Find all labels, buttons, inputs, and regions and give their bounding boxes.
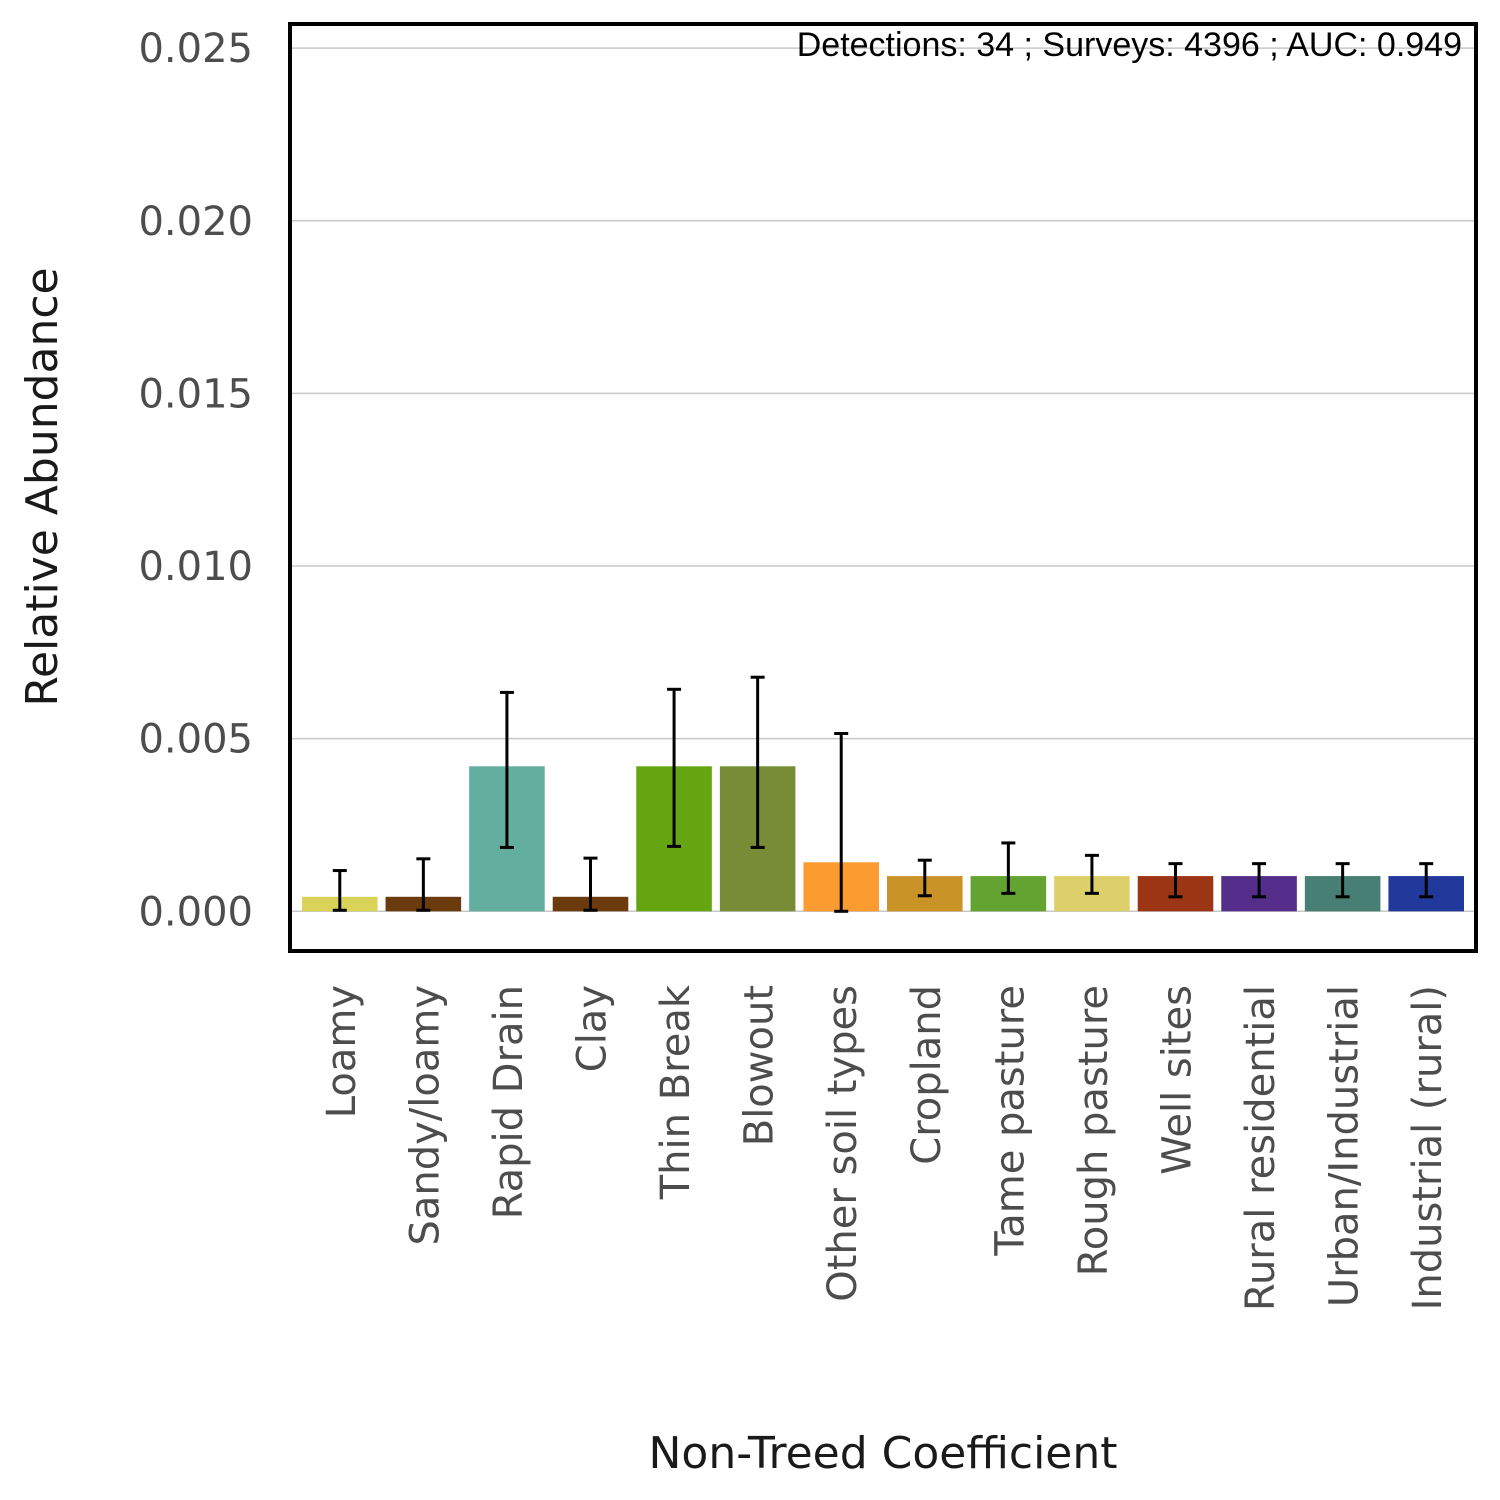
bars — [302, 766, 1464, 912]
y-tick-label: 0.015 — [138, 371, 253, 417]
error-bar-4 — [583, 856, 598, 912]
y-tick-label: 0.020 — [138, 199, 253, 245]
error-bar-5 — [667, 687, 682, 848]
y-tick-label: 0.005 — [138, 717, 253, 763]
error-bar-14 — [1419, 862, 1434, 899]
error-bar-8 — [917, 858, 932, 898]
x-axis-title: Non-Treed Coefficient — [648, 1428, 1117, 1479]
y-axis-ticks: 0.000 0.005 0.010 0.015 0.020 0.025 — [138, 26, 253, 935]
y-tick-label: 0.000 — [138, 889, 253, 935]
error-bar-7 — [834, 731, 849, 913]
error-bar-13 — [1335, 862, 1350, 899]
y-tick-label: 0.025 — [138, 26, 253, 72]
x-tick-label: Blowout — [737, 985, 783, 1146]
x-tick-label: Rapid Drain — [486, 985, 532, 1219]
x-tick-label: Sandy/loamy — [402, 985, 448, 1246]
y-axis-title: Relative Abundance — [17, 267, 68, 706]
x-tick-label: Tame pasture — [987, 985, 1033, 1257]
error-bar-11 — [1168, 862, 1183, 899]
x-tick-label: Thin Break — [653, 984, 699, 1200]
error-bar-12 — [1252, 862, 1267, 899]
chart-annotation: Detections: 34 ; Surveys: 4396 ; AUC: 0.… — [797, 26, 1462, 64]
x-tick-label: Clay — [570, 985, 616, 1072]
error-bar-1 — [332, 869, 347, 912]
x-tick-label: Urban/Industrial — [1322, 985, 1368, 1307]
gridlines — [290, 47, 1476, 913]
x-tick-label: Other soil types — [820, 985, 866, 1302]
y-tick-label: 0.010 — [138, 544, 253, 590]
error-bar-2 — [416, 857, 431, 912]
plot-frame — [288, 22, 1478, 953]
error-bar-6 — [750, 675, 765, 849]
x-tick-label: Cropland — [904, 985, 950, 1165]
x-tick-label: Industrial (rural) — [1405, 985, 1451, 1310]
x-tick-label: Loamy — [319, 985, 365, 1118]
error-bars — [332, 675, 1434, 913]
error-bar-9 — [1001, 841, 1016, 895]
x-axis-ticks: Loamy Sandy/loamy Rapid Drain Clay Thin Brea… — [319, 984, 1451, 1311]
x-tick-label: Well sites — [1155, 985, 1201, 1175]
error-bar-3 — [499, 690, 514, 849]
x-tick-label: Rough pasture — [1071, 985, 1117, 1276]
error-bar-10 — [1084, 853, 1099, 895]
x-tick-label: Rural residential — [1238, 985, 1284, 1311]
